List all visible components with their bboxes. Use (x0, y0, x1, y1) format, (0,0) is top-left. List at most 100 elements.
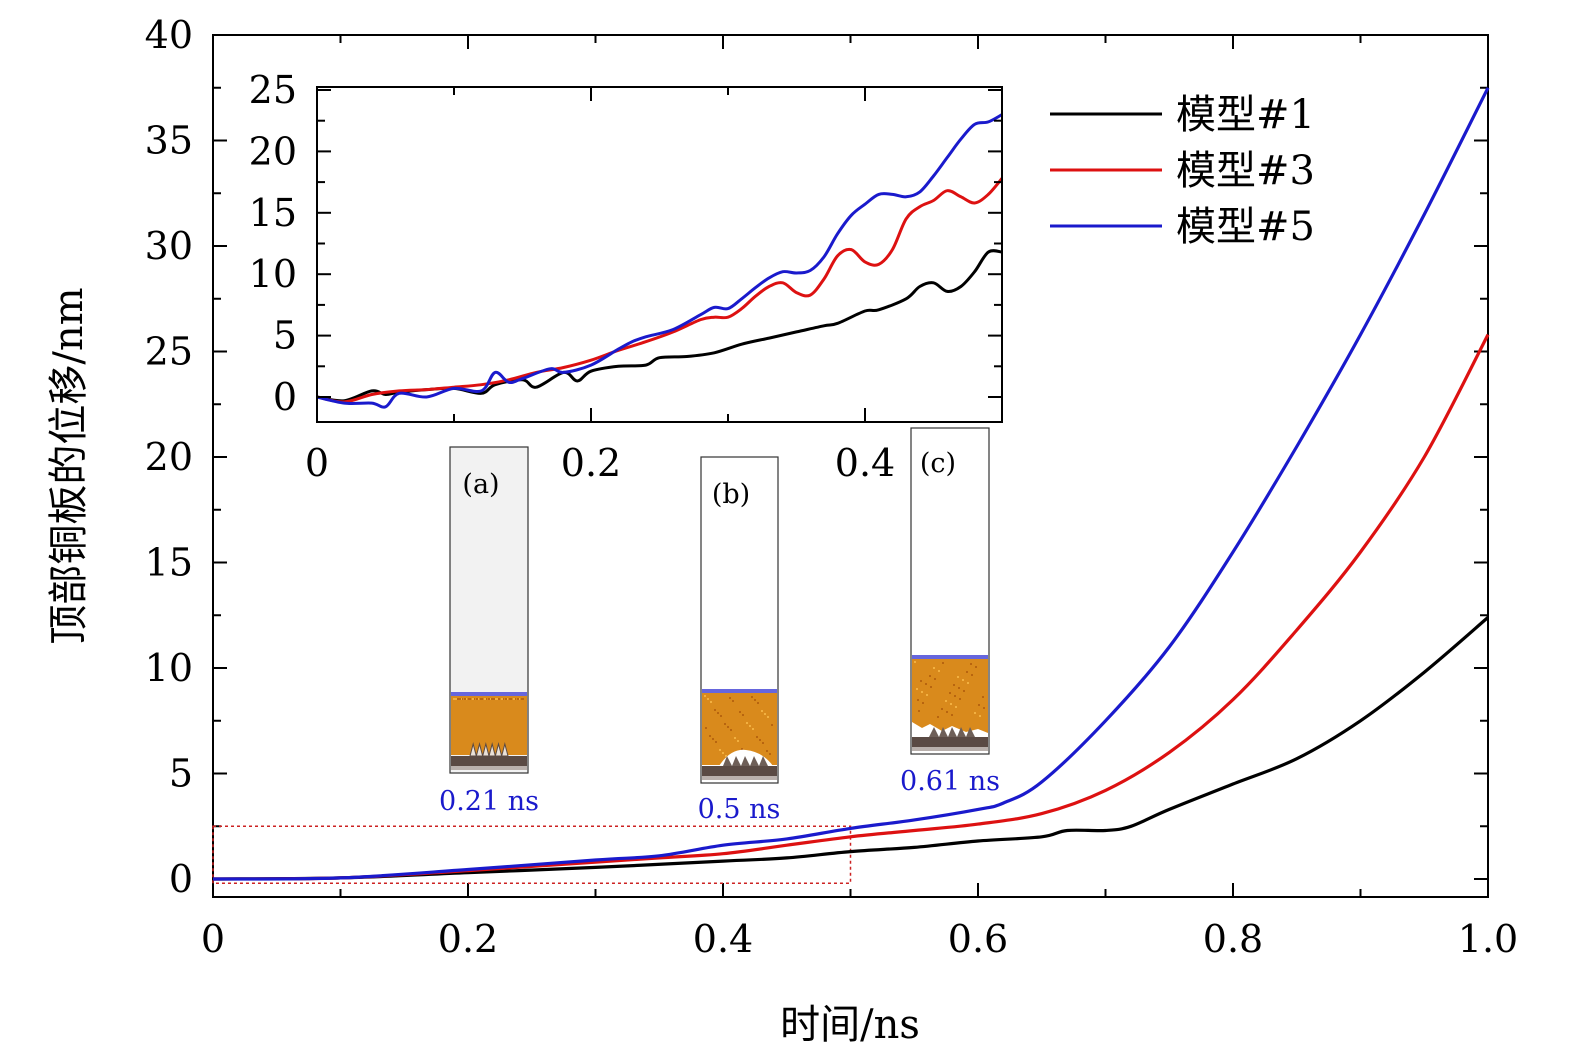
copper-speckle (752, 728, 754, 730)
x-tick-label: 0.2 (438, 917, 498, 961)
y-tick-label: 5 (169, 752, 193, 796)
copper-speckle (484, 698, 486, 700)
copper-speckle (918, 710, 920, 712)
panel-letter: (b) (712, 479, 750, 510)
copper-speckle (942, 662, 944, 664)
copper-speckle (920, 680, 922, 682)
copper-speckle (746, 722, 748, 724)
copper-speckle (769, 753, 771, 755)
copper-speckle (767, 716, 769, 718)
copper-speckle (521, 698, 523, 700)
legend: 模型#1 模型#3 模型#5 (1050, 92, 1315, 250)
copper-speckle (496, 698, 498, 700)
snapshot-time-label: 0.5 ns (698, 794, 781, 825)
copper-speckle (925, 683, 927, 685)
copper-speckle (978, 704, 980, 706)
y-tick-label: 25 (145, 330, 193, 374)
copper-speckle (916, 688, 918, 690)
copper-speckle (959, 698, 961, 700)
copper-speckle (459, 698, 461, 700)
inset-y-tick-label: 15 (249, 191, 297, 235)
copper-speckle (712, 738, 714, 740)
copper-speckle (974, 712, 976, 714)
base-plate (451, 756, 527, 766)
copper-speckle (732, 700, 734, 702)
copper-speckle (958, 687, 960, 689)
copper-speckle (722, 752, 724, 754)
copper-speckle (739, 711, 741, 713)
copper-speckle (727, 726, 729, 728)
snapshot-time-label: 0.21 ns (439, 786, 539, 817)
y-tick-label: 10 (145, 646, 193, 690)
copper-speckle (513, 698, 515, 700)
copper-speckle (480, 698, 482, 700)
top-plate (451, 692, 527, 696)
y-tick-label: 40 (145, 13, 193, 57)
copper-speckle (453, 698, 455, 700)
copper-speckle (704, 695, 706, 697)
copper-speckle (771, 724, 773, 726)
inset-y-tick-label: 20 (249, 129, 297, 173)
copper-speckle (926, 694, 928, 696)
inset-series-line-model-3 (316, 177, 1004, 404)
copper-speckle (705, 727, 707, 729)
copper-speckle (957, 676, 959, 678)
base-plate-edge (451, 766, 527, 770)
inset-x-tick-label: 0.4 (835, 441, 895, 485)
copper-speckle (945, 700, 947, 702)
snapshot-panel: (a) 0.21 ns (439, 446, 539, 817)
x-tick-label: 1.0 (1458, 917, 1518, 961)
copper-speckle (951, 714, 953, 716)
copper-speckle (962, 679, 964, 681)
copper-speckle (719, 749, 721, 751)
y-tick-label: 15 (145, 541, 193, 585)
zoom-region-box (212, 825, 852, 884)
copper-speckle (754, 699, 756, 701)
y-tick-label: 0 (169, 857, 193, 901)
copper-speckle (941, 708, 943, 710)
snapshot-panel: (c) 0.61 ns (900, 427, 1000, 797)
y-tick-label: 30 (145, 224, 193, 268)
y-axis-title: 顶部铜板的位移/nm (46, 287, 92, 644)
copper-speckle (929, 675, 931, 677)
x-tick-label: 0 (201, 917, 225, 961)
inset-y-tick-label: 0 (273, 375, 297, 419)
copper-speckle (709, 735, 711, 737)
copper-speckle (756, 736, 758, 738)
snapshot-panel: (b) 0.5 ns (698, 456, 781, 825)
copper-speckle (955, 706, 957, 708)
copper-speckle (751, 696, 753, 698)
spike-structure (929, 727, 975, 737)
copper-speckle (975, 666, 977, 668)
copper-speckle (757, 702, 759, 704)
base-plate (912, 737, 988, 747)
copper-speckle (766, 750, 768, 752)
copper-speckle (967, 682, 969, 684)
copper-speckle (730, 729, 732, 731)
base-plate (702, 766, 777, 776)
copper-speckle (966, 671, 968, 673)
y-tick-label: 35 (145, 119, 193, 163)
copper-speckle (949, 692, 951, 694)
copper-speckle (933, 667, 935, 669)
copper-speckle (922, 702, 924, 704)
copper-speckle (734, 737, 736, 739)
copper-speckle (921, 691, 923, 693)
copper-speckle (488, 698, 490, 700)
copper-speckle (492, 698, 494, 700)
copper-speckle (717, 712, 719, 714)
copper-speckle (950, 703, 952, 705)
copper-speckle (720, 715, 722, 717)
copper-speckle (724, 723, 726, 725)
legend-label: 模型#5 (1176, 204, 1315, 250)
copper-speckle (710, 701, 712, 703)
base-plate-edge (702, 776, 777, 780)
x-axis-title: 时间/ns (780, 1002, 920, 1048)
copper-speckle (714, 709, 716, 711)
copper-speckle (725, 755, 727, 757)
x-tick-label: 0.8 (1203, 917, 1263, 961)
copper-speckle (917, 699, 919, 701)
copper-speckle (729, 697, 731, 699)
copper-speckle (476, 698, 478, 700)
copper-speckle (937, 716, 939, 718)
